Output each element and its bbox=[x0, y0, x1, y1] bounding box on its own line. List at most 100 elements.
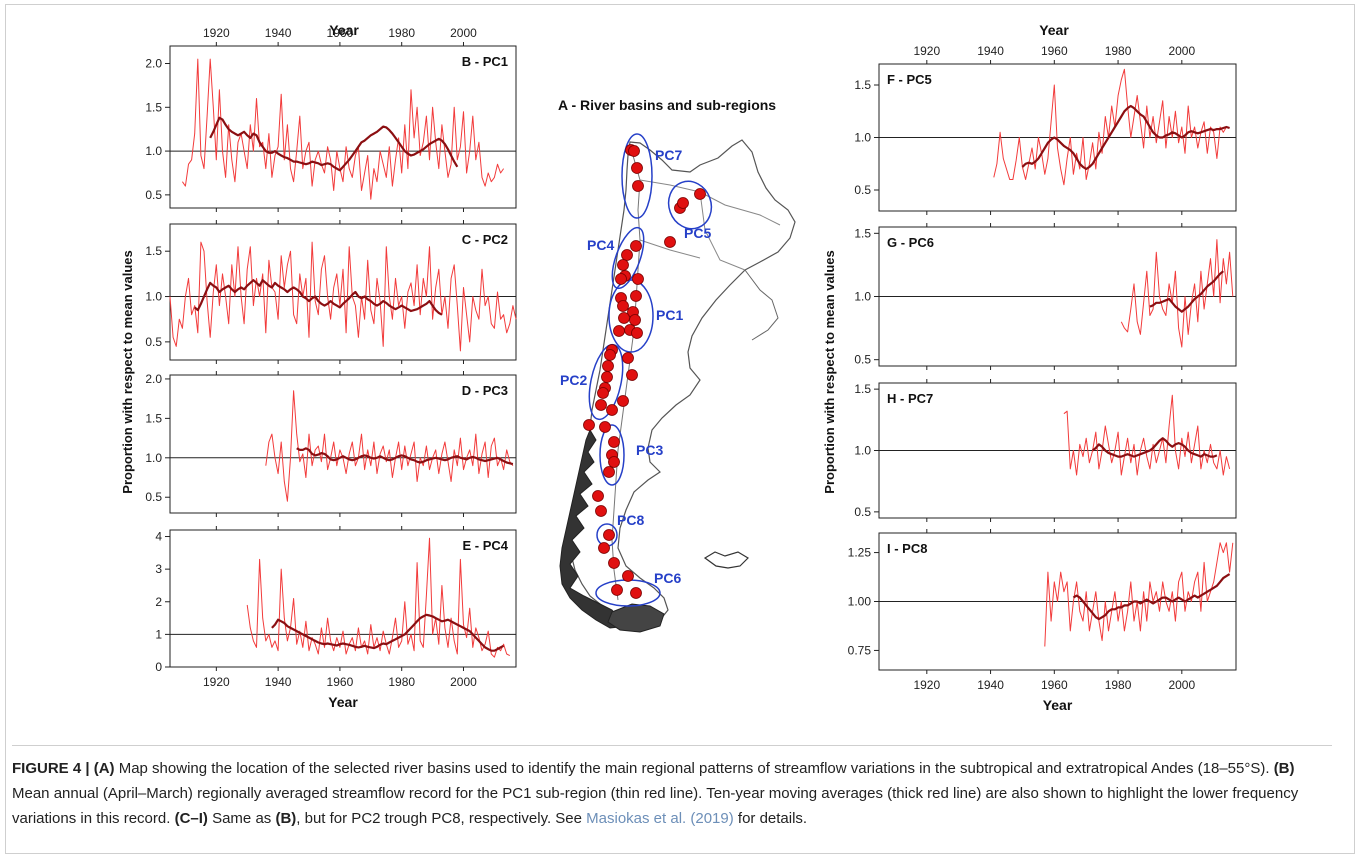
x-tick-label: 1940 bbox=[265, 675, 292, 689]
tierra-del-fuego bbox=[607, 603, 665, 633]
map-label-pc8: PC8 bbox=[617, 512, 644, 528]
basin-dot bbox=[597, 387, 609, 399]
coast-line bbox=[744, 269, 779, 341]
map-label-pc7: PC7 bbox=[655, 147, 682, 163]
basin-dot bbox=[599, 421, 611, 433]
caption-a-label: (A) bbox=[93, 760, 115, 777]
x-tick-label: 1920 bbox=[913, 678, 940, 692]
x-tick-label: 2000 bbox=[450, 26, 477, 40]
y-tick-label: 1.0 bbox=[854, 131, 871, 145]
y-tick-label: 4 bbox=[155, 530, 162, 544]
x-axis-label: Year bbox=[328, 694, 358, 710]
panel-title: D - PC3 bbox=[462, 383, 508, 398]
basin-dot bbox=[592, 490, 604, 502]
map-label-pc2: PC2 bbox=[560, 372, 587, 388]
x-tick-label: 1980 bbox=[388, 675, 415, 689]
x-tick-label: 2000 bbox=[1168, 678, 1195, 692]
region-pc7-ellipse bbox=[621, 133, 653, 219]
basin-dot bbox=[608, 436, 620, 448]
basin-dot bbox=[598, 542, 610, 554]
y-tick-label: 1.5 bbox=[854, 226, 871, 240]
basin-dot bbox=[583, 419, 595, 431]
y-tick-label: 2.0 bbox=[145, 372, 162, 386]
y-tick-label: 1.5 bbox=[145, 411, 162, 425]
x-tick-label: 1960 bbox=[1041, 44, 1068, 58]
y-tick-label: 0.5 bbox=[145, 335, 162, 349]
basin-dot bbox=[630, 587, 642, 599]
reference-link[interactable]: Masiokas et al. (2019) bbox=[586, 810, 734, 827]
region-pc3-ellipse bbox=[599, 424, 625, 486]
basin-dot bbox=[602, 360, 614, 372]
basin-dot bbox=[611, 584, 623, 596]
y-tick-label: 0.75 bbox=[848, 643, 872, 657]
chart-panel-c: 0.5 1.0 1.5 C - PC2 bbox=[145, 220, 517, 364]
basin-dot bbox=[606, 404, 618, 416]
figure-caption: FIGURE 4 | (A) Map showing the location … bbox=[12, 745, 1332, 831]
annual-series-line bbox=[246, 537, 511, 658]
x-tick-label: 1980 bbox=[1105, 44, 1132, 58]
y-tick-label: 1.5 bbox=[145, 244, 162, 258]
right-top-year-label: Year bbox=[1039, 22, 1069, 38]
chart-panel-e: 0 1 2 3 4 1920 1940 1960 1980 2000 Year E - PC4 bbox=[155, 526, 517, 710]
caption-b-label: (B) bbox=[1273, 760, 1295, 777]
annual-series-line bbox=[181, 58, 505, 200]
y-tick-label: 1.0 bbox=[145, 290, 162, 304]
basin-dot bbox=[622, 352, 634, 364]
panel-title: F - PC5 bbox=[887, 72, 932, 87]
moving-average-line bbox=[209, 116, 459, 172]
left-top-year-label: Year bbox=[329, 22, 359, 38]
chart-panel-d: 0.5 1.0 1.5 2.0 D - PC3 bbox=[145, 371, 517, 517]
annual-series-line bbox=[1063, 394, 1231, 476]
basin-dot bbox=[618, 312, 630, 324]
y-tick-label: 0.5 bbox=[854, 183, 871, 197]
basin-dot bbox=[595, 399, 607, 411]
y-tick-label: 1.0 bbox=[854, 290, 871, 304]
x-tick-label: 1940 bbox=[265, 26, 292, 40]
x-tick-label: 1940 bbox=[977, 678, 1004, 692]
map-label-pc1: PC1 bbox=[656, 307, 683, 323]
falkland-islands bbox=[703, 551, 749, 569]
moving-average-line bbox=[271, 613, 505, 652]
moving-average-line bbox=[1091, 437, 1218, 458]
y-tick-label: 0.5 bbox=[145, 188, 162, 202]
y-tick-label: 1.0 bbox=[145, 451, 162, 465]
caption-a-text: Map showing the location of the selected… bbox=[114, 760, 1274, 777]
panel-title: C - PC2 bbox=[462, 232, 508, 247]
interior-border bbox=[639, 179, 781, 271]
panel-title: E - PC4 bbox=[462, 538, 508, 553]
basin-dot bbox=[608, 557, 620, 569]
y-tick-label: 1 bbox=[155, 627, 162, 641]
basin-dot bbox=[694, 188, 706, 200]
basin-dot bbox=[632, 273, 644, 285]
basin-dots bbox=[583, 144, 706, 599]
figure-canvas: Year Year Proportion with respect to mea… bbox=[120, 22, 1237, 713]
moving-average-line bbox=[1021, 104, 1230, 171]
x-tick-label: 1960 bbox=[327, 675, 354, 689]
basin-dot bbox=[617, 395, 629, 407]
moving-average-line bbox=[296, 447, 514, 466]
annual-series-line bbox=[169, 241, 517, 352]
moving-average-line bbox=[1072, 573, 1231, 621]
basin-dot bbox=[629, 314, 641, 326]
caption-ci-text1: Same as bbox=[207, 810, 276, 827]
basin-dot bbox=[603, 529, 615, 541]
basin-dot bbox=[604, 349, 616, 361]
right-ylabel: Proportion with respect to mean values bbox=[822, 250, 837, 493]
y-tick-label: 1.5 bbox=[145, 100, 162, 114]
basin-dot bbox=[601, 371, 613, 383]
basin-dot bbox=[617, 259, 629, 271]
panel-title: H - PC7 bbox=[887, 391, 933, 406]
region-pc6-ellipse bbox=[595, 579, 661, 607]
map-label-pc3: PC3 bbox=[636, 442, 663, 458]
caption-end: for details. bbox=[733, 810, 808, 827]
plot-frame bbox=[169, 45, 517, 209]
y-tick-label: 0.5 bbox=[854, 505, 871, 519]
fjord-coast bbox=[559, 428, 630, 629]
basin-dot bbox=[631, 162, 643, 174]
basin-dot bbox=[630, 290, 642, 302]
basin-dot bbox=[664, 236, 676, 248]
x-tick-label: 1960 bbox=[1041, 678, 1068, 692]
caption-ci-label: (C–I) bbox=[174, 810, 208, 827]
basin-dot bbox=[632, 180, 644, 192]
basin-dot bbox=[617, 300, 629, 312]
